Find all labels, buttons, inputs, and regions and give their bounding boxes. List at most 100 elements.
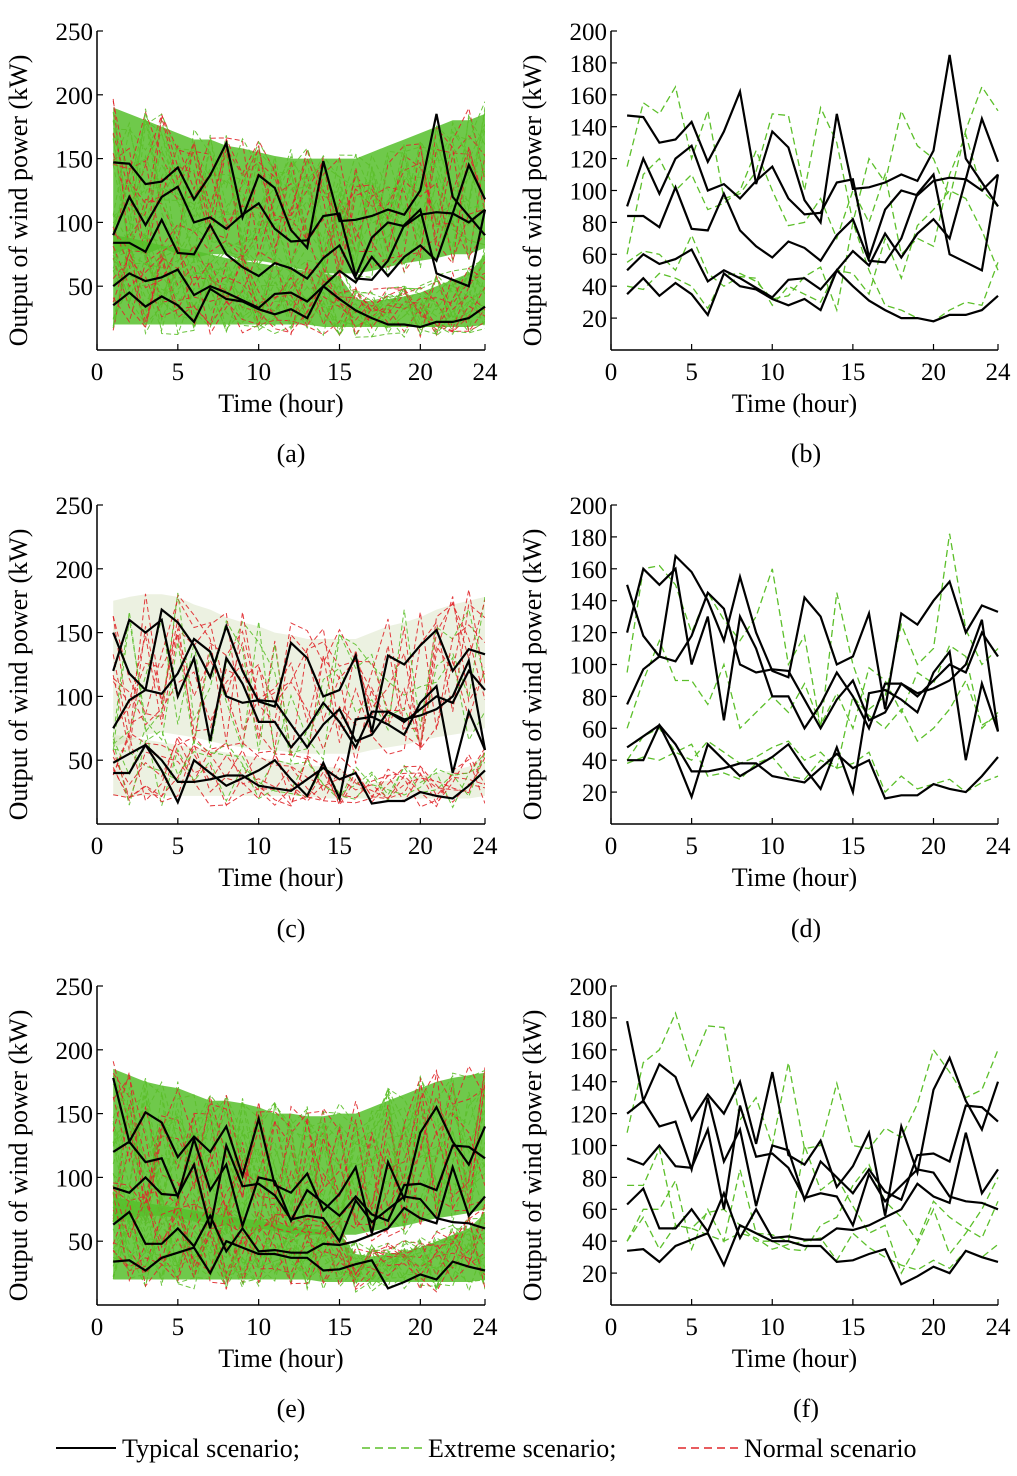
normal-scenario-line [112, 738, 485, 808]
x-tick-label: 15 [840, 1314, 865, 1341]
y-tick-label: 100 [56, 684, 94, 711]
normal-scenario-line [112, 593, 485, 743]
typical-scenario-line-5 [113, 743, 486, 805]
x-tick-label: 0 [605, 1314, 618, 1341]
typical-scenario-line-2 [626, 1097, 999, 1207]
extreme-scenario-line [112, 1203, 485, 1290]
y-tick-label: 250 [56, 974, 94, 1001]
typical-scenario-line-1 [112, 1077, 487, 1234]
y-tick-label: 200 [570, 974, 608, 1001]
typical-scenario-line-4 [626, 648, 1000, 801]
x-tick-label: 20 [408, 833, 433, 860]
y-tick-label: 120 [570, 147, 608, 174]
panel-label: (e) [277, 1394, 306, 1423]
extreme-scenario-line [113, 740, 485, 809]
chart-panel-c: 0 5 10 15 20 24 50 100 150 200 250 Time (hour) Outpu… [4, 493, 498, 943]
chart-panel-b: 0 5 10 15 20 24 20 40 60 80 100 120 140 160 180 200 Time… [518, 19, 1011, 468]
chart-panel-f: 0 5 10 15 20 24 20 40 60 80 100 120 140 160 180 200 Time… [518, 974, 1011, 1423]
y-tick-label: 200 [570, 493, 608, 520]
x-tick-label: 5 [685, 1314, 698, 1341]
x-tick-label: 24 [986, 1314, 1012, 1341]
typical-scenario-line-5 [626, 268, 999, 323]
legend: Typical scenario; Extreme scenario; Norm… [56, 1434, 917, 1463]
normal-scenario-line [112, 597, 485, 760]
x-axis-label: Time (hour) [732, 1344, 857, 1373]
chart-panel-d: 0 5 10 15 20 24 20 40 60 80 100 120 140 160 180 200 Time… [518, 493, 1011, 943]
extreme-scenario-line-4 [626, 743, 999, 794]
x-tick-label: 0 [605, 359, 618, 386]
y-tick-label: 140 [570, 1070, 608, 1097]
y-tick-label: 60 [582, 1197, 607, 1224]
y-tick-label: 160 [570, 557, 608, 584]
y-tick-label: 80 [582, 1165, 607, 1192]
extreme-scenario-line-2 [626, 1142, 999, 1275]
x-tick-label: 15 [327, 1314, 352, 1341]
extreme-scenario-line [112, 1189, 485, 1287]
y-tick-label: 100 [570, 653, 608, 680]
extreme-scenario-line [112, 244, 485, 338]
x-tick-label: 15 [327, 833, 352, 860]
x-axis-label: Time (hour) [732, 863, 857, 892]
y-tick-label: 80 [582, 684, 607, 711]
extreme-scenario-line-1 [626, 85, 999, 223]
y-tick-label: 150 [56, 1102, 94, 1129]
x-tick-label: 5 [172, 1314, 185, 1341]
x-tick-label: 5 [685, 359, 698, 386]
chart-panel-a: 0 5 10 15 20 24 50 100 150 200 250 Time (hour) Outpu… [4, 19, 498, 468]
extreme-scenario-line [112, 113, 485, 255]
legend-label-extreme: Extreme scenario; [428, 1434, 616, 1463]
extreme-scenario-line [112, 120, 485, 266]
typical-scenario-line-2 [112, 1135, 486, 1230]
extreme-scenario-line [112, 1185, 485, 1291]
normal-scenario-line [112, 596, 485, 764]
x-tick-label: 15 [327, 359, 352, 386]
extreme-scenario-line-3 [627, 1146, 999, 1252]
extreme-scenario-line [112, 1092, 485, 1234]
scenario-band-2 [113, 235, 485, 327]
extreme-scenario-line [113, 239, 485, 337]
legend-label-typical: Typical scenario; [122, 1434, 300, 1463]
y-tick-label: 140 [570, 115, 608, 142]
y-tick-label: 50 [68, 274, 93, 301]
y-axis-label: Output of wind power (kW) [4, 529, 33, 821]
extreme-scenario-line [112, 1073, 485, 1233]
extreme-scenario-line-2 [626, 132, 999, 256]
typical-scenario-line-3 [112, 617, 487, 751]
x-tick-label: 20 [921, 359, 946, 386]
x-tick-label: 10 [760, 359, 785, 386]
x-tick-label: 10 [246, 359, 271, 386]
y-tick-label: 120 [570, 1102, 608, 1129]
extreme-scenario-line [112, 1198, 485, 1290]
typical-scenario-line-2 [626, 115, 1000, 262]
x-tick-label: 24 [986, 833, 1012, 860]
extreme-scenario-line [112, 1075, 485, 1222]
y-tick-label: 80 [582, 210, 607, 237]
x-tick-label: 5 [172, 359, 185, 386]
panel-label: (d) [791, 914, 821, 943]
y-tick-label: 250 [56, 19, 94, 46]
normal-scenario-line [112, 1203, 485, 1288]
typical-scenario-line-3 [626, 566, 1000, 732]
typical-scenario-line-5 [626, 1223, 999, 1286]
panel-label: (f) [793, 1394, 819, 1423]
normal-scenario-line [112, 259, 485, 337]
extreme-scenario-line [112, 108, 485, 278]
typical-scenario-line-3 [626, 1105, 999, 1229]
chart-panel-e: 0 5 10 15 20 24 50 100 150 200 250 Time (hour) Outpu… [4, 974, 498, 1423]
normal-scenario-line [112, 618, 485, 752]
normal-scenario-line [112, 101, 485, 269]
typical-scenario-line-3 [113, 207, 487, 288]
x-tick-label: 24 [473, 359, 499, 386]
typical-scenario-line-1 [626, 1020, 1000, 1216]
extreme-scenario-line [112, 101, 485, 274]
x-axis-label: Time (hour) [218, 389, 343, 418]
typical-scenario-line-2 [112, 162, 486, 280]
extreme-scenario-line [112, 1216, 485, 1292]
x-tick-label: 10 [246, 1314, 271, 1341]
extreme-scenario-line [112, 1196, 485, 1290]
typical-scenario-line-5 [113, 1239, 486, 1290]
x-tick-label: 10 [760, 1314, 785, 1341]
typical-scenario-line-4 [112, 1163, 486, 1254]
y-tick-label: 40 [582, 274, 607, 301]
